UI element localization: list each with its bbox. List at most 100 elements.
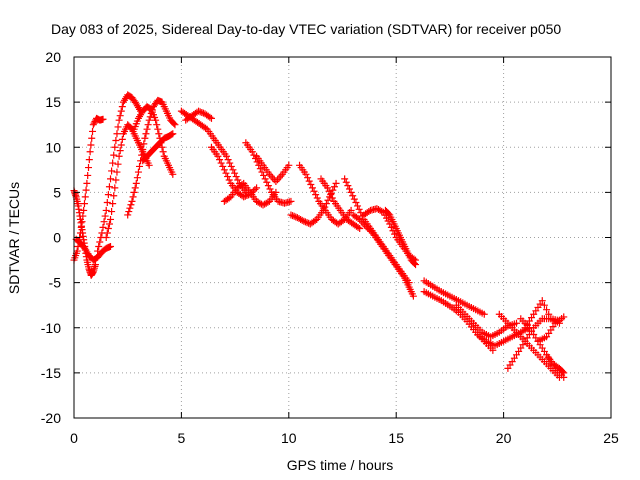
- data-point: [560, 313, 568, 321]
- data-point: [229, 166, 237, 174]
- data-point: [202, 124, 210, 132]
- data-point: [264, 198, 272, 206]
- data-point: [330, 183, 338, 191]
- data-point: [365, 208, 373, 216]
- y-tick-label: 5: [53, 184, 61, 200]
- data-point: [347, 188, 355, 196]
- data-point: [102, 206, 110, 214]
- data-point: [238, 180, 246, 188]
- data-point: [115, 152, 123, 160]
- data-point: [84, 164, 92, 172]
- data-point: [341, 175, 349, 183]
- data-point: [350, 195, 358, 203]
- data-point: [89, 127, 97, 135]
- data-point: [159, 148, 167, 156]
- data-point: [80, 206, 88, 214]
- data-point: [292, 213, 300, 221]
- y-tick-label: -15: [41, 365, 61, 381]
- data-point: [118, 103, 126, 111]
- data-point: [132, 179, 140, 187]
- y-tick-label: 20: [45, 49, 61, 65]
- data-point: [223, 152, 231, 160]
- data-point: [143, 125, 151, 133]
- data-point: [117, 107, 125, 115]
- data-point: [170, 120, 178, 128]
- data-point: [219, 162, 227, 170]
- data-point: [364, 224, 372, 232]
- data-point: [113, 130, 121, 138]
- data-point: [312, 191, 320, 199]
- data-point: [347, 206, 355, 214]
- x-tick-label: 10: [281, 430, 297, 446]
- data-point: [383, 214, 391, 222]
- data-point: [538, 297, 546, 305]
- x-tick-label: 5: [178, 430, 186, 446]
- data-point: [125, 208, 133, 216]
- data-point: [256, 199, 264, 207]
- data-point: [232, 173, 240, 181]
- data-point: [412, 261, 420, 269]
- data-point: [240, 193, 248, 201]
- data-point: [118, 135, 126, 143]
- data-point: [243, 192, 251, 200]
- data-point: [345, 185, 353, 193]
- data-point: [354, 223, 362, 231]
- data-point: [323, 184, 331, 192]
- y-tick-label: -10: [41, 320, 61, 336]
- data-point: [214, 152, 222, 160]
- data-point: [144, 121, 152, 129]
- x-axis-title: GPS time / hours: [287, 457, 394, 473]
- data-point: [109, 159, 117, 167]
- data-point: [328, 194, 336, 202]
- data-point: [367, 227, 375, 235]
- data-point: [94, 247, 102, 255]
- data-point: [260, 171, 268, 179]
- data-point: [168, 130, 176, 138]
- data-point: [277, 172, 285, 180]
- data-point: [327, 191, 335, 199]
- data-point: [302, 170, 310, 178]
- data-point: [99, 115, 107, 123]
- data-point: [287, 197, 295, 205]
- data-point: [90, 119, 98, 127]
- data-point: [310, 187, 318, 195]
- series-trace-f: [124, 96, 179, 219]
- data-point: [153, 121, 161, 129]
- y-tick-labels: -20 -15 -10 -5 0 5 10 15 20: [41, 49, 61, 426]
- series-trace-ad: [543, 351, 568, 377]
- data-point: [108, 167, 116, 175]
- data-point: [103, 199, 111, 207]
- data-point: [272, 178, 280, 186]
- data-point: [84, 171, 92, 179]
- data-point: [110, 192, 118, 200]
- data-point: [96, 238, 104, 246]
- data-point: [354, 202, 362, 210]
- data-point: [365, 226, 373, 234]
- data-point: [128, 197, 136, 205]
- data-point: [224, 173, 232, 181]
- data-point: [234, 176, 242, 184]
- data-point: [87, 141, 95, 149]
- data-point: [169, 170, 177, 178]
- x-tick-labels: 0 5 10 15 20 25: [70, 430, 619, 446]
- data-point: [324, 196, 332, 204]
- data-point: [152, 116, 160, 124]
- series-trace-ac: [521, 297, 563, 332]
- data-point: [300, 217, 308, 225]
- y-tick-label: 15: [45, 94, 61, 110]
- data-point: [480, 310, 488, 318]
- data-point: [289, 212, 297, 220]
- data-point: [111, 184, 119, 192]
- data-point: [362, 223, 370, 231]
- data-point: [344, 182, 352, 190]
- data-point: [225, 194, 233, 202]
- y-tick-label: -20: [41, 410, 61, 426]
- y-axis-title: SDTVAR / TECUs: [6, 182, 22, 294]
- data-point: [115, 116, 123, 124]
- data-point: [274, 176, 282, 184]
- data-point: [105, 183, 113, 191]
- data-point: [384, 217, 392, 225]
- data-point: [112, 136, 120, 144]
- data-point: [109, 200, 117, 208]
- data-point: [108, 208, 116, 216]
